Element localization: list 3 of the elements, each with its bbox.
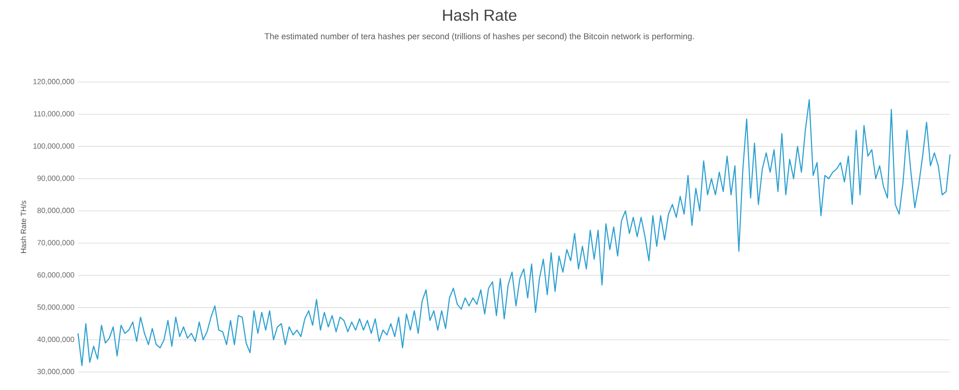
chart-subtitle: The estimated number of tera hashes per second (trillions of hashes per second) the Bitcoin network is performing.	[264, 33, 694, 41]
chart-title: Hash Rate	[443, 9, 516, 21]
line-series	[77, 99, 951, 366]
